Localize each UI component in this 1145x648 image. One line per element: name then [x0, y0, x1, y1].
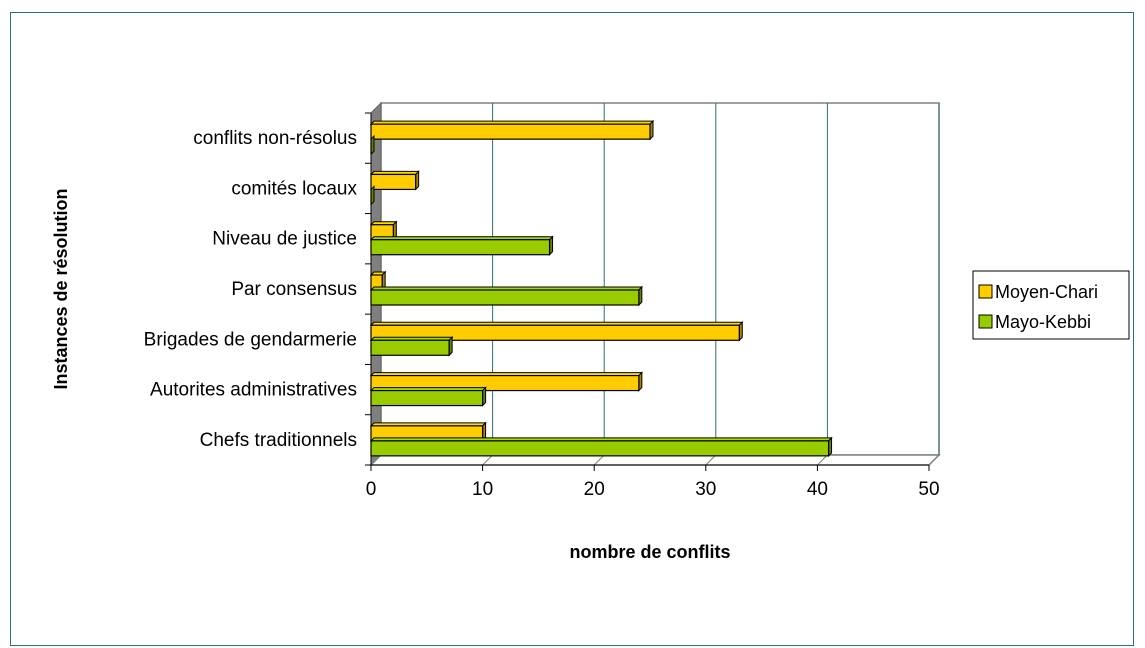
legend-label-mayo-kebbi: Mayo-Kebbi: [995, 312, 1091, 332]
bar-moyen-chari-1: [369, 371, 644, 392]
chart-frame: Chefs traditionnels Autorites administrat…: [10, 12, 1134, 646]
gridlines: [365, 103, 940, 471]
legend-swatch-mayo-kebbi: [978, 314, 993, 329]
category-label-6: conflits non-résolus: [193, 128, 357, 149]
bar-mayo-kebbi-3-front: [370, 289, 640, 306]
bar-moyen-chari-2: [369, 321, 744, 342]
category-label-1: Autorites administratives: [150, 380, 357, 401]
x-tick-label-40: 40: [807, 479, 828, 500]
x-tick-label-30: 30: [695, 479, 716, 500]
x-tick-label-20: 20: [584, 479, 605, 500]
category-label-4: Niveau de justice: [212, 229, 357, 250]
bar-mayo-kebbi-0: [369, 436, 833, 458]
legend-box: [972, 270, 1130, 340]
bar-moyen-chari-6-front: [370, 123, 651, 140]
bar-mayo-kebbi-1-front: [370, 389, 484, 407]
bar-mayo-kebbi-4: [369, 235, 554, 256]
x-tick-labels: 0 10 20 30 40 50: [366, 479, 940, 500]
bar-mayo-kebbi-0-front: [370, 440, 830, 457]
floor-line-10: [482, 454, 493, 466]
category-label-2: Brigades de gendarmerie: [144, 329, 357, 350]
x-tick-label-50: 50: [918, 479, 939, 500]
x-tick-label-0: 0: [366, 479, 377, 500]
bar-mayo-kebbi-6: [370, 134, 375, 156]
bar-mayo-kebbi-3: [369, 285, 644, 307]
bar-moyen-chari-5: [369, 170, 420, 191]
floor-line-20: [593, 454, 605, 466]
bar-moyen-chari-1-front: [370, 374, 640, 392]
bar-moyen-chari-2-front: [370, 324, 740, 341]
bar-mayo-kebbi-4-front: [370, 239, 551, 256]
floor-line-40: [817, 454, 828, 466]
x-tick-label-10: 10: [472, 479, 493, 500]
bar-mayo-kebbi-5: [370, 185, 375, 206]
x-axis-title: nombre de conflits: [569, 542, 730, 562]
plot-walls: [369, 101, 941, 467]
category-label-5: comités locaux: [231, 178, 357, 199]
bar-mayo-kebbi-2-front: [370, 339, 450, 356]
category-label-0: Chefs traditionnels: [200, 430, 357, 451]
floor-line-30: [705, 454, 717, 466]
bar-chart: Chefs traditionnels Autorites administrat…: [51, 101, 1130, 562]
floor-line-50: [928, 454, 940, 466]
legend-label-moyen-chari: Moyen-Chari: [995, 282, 1098, 302]
floor: [369, 454, 941, 466]
bar-mayo-kebbi-2: [369, 336, 454, 357]
y-axis-title: Instances de résolution: [51, 188, 71, 389]
category-label-3: Par consensus: [231, 279, 357, 300]
bars: [369, 119, 833, 458]
bar-moyen-chari-5-front: [370, 173, 417, 191]
bar-moyen-chari-6: [369, 119, 655, 141]
bar-mayo-kebbi-1: [369, 386, 487, 407]
legend-swatch-moyen-chari: [978, 284, 993, 299]
legend: Moyen-Chari Mayo-Kebbi: [972, 270, 1130, 340]
category-labels: Chefs traditionnels Autorites administrat…: [144, 128, 358, 451]
